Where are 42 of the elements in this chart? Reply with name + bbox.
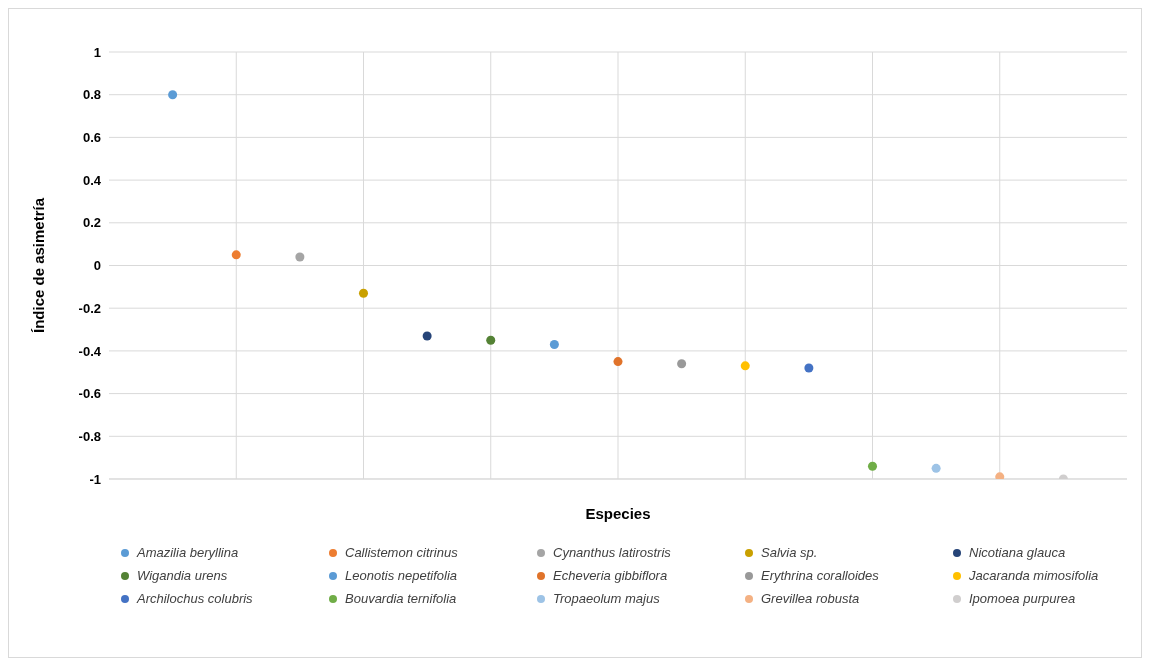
y-tick-label: 1 [93, 44, 101, 60]
point [804, 363, 814, 373]
y-tick-label: 0 [93, 258, 101, 274]
y-tick-label: -0.2 [78, 300, 101, 316]
point [231, 250, 241, 260]
legend-label: Wigandia urens [137, 568, 228, 583]
y-tick-label: -0.8 [78, 428, 101, 444]
y-tick-label: 0.8 [82, 87, 101, 103]
point [740, 361, 750, 371]
point [295, 252, 305, 262]
legend-label: Grevillea robusta [761, 591, 860, 606]
legend-label: Cynanthus latirostris [553, 545, 671, 560]
y-tick-label: 0.6 [82, 130, 101, 146]
y-tick-label: -0.6 [78, 386, 101, 402]
y-tick-label: -0.4 [78, 343, 102, 359]
point [867, 461, 878, 471]
point [486, 335, 496, 345]
point [677, 359, 687, 369]
legend-label: Ipomoea purpurea [969, 591, 1076, 606]
legend-label: Echeveria gibbiflora [553, 568, 668, 583]
point [995, 472, 1005, 479]
legend-label: Jacaranda mimosifolia [969, 568, 1099, 583]
legend-label: Amazilia beryllina [137, 545, 239, 560]
legend-label: Nicotiana glauca [969, 545, 1066, 560]
y-tick-label: 0.4 [82, 172, 102, 188]
point [422, 331, 432, 341]
y-tick-label: -1 [89, 471, 101, 487]
x-axis-title: Especies [585, 505, 651, 522]
point [613, 357, 623, 367]
legend-label: Leonotis nepetifolia [345, 568, 458, 583]
point [168, 90, 178, 100]
point [358, 288, 369, 298]
point [549, 339, 559, 349]
y-axis-title: Índice de asimetría [30, 197, 48, 334]
legend-label: Archilochus colubris [137, 591, 253, 606]
legend-label: Salvia sp. [761, 545, 818, 560]
legend-label: Callistemon citrinus [345, 545, 458, 560]
legend-label: Erythrina coralloides [761, 568, 879, 583]
legend-label: Bouvardia ternifolia [345, 591, 457, 606]
point [931, 463, 941, 473]
y-tick-label: 0.2 [82, 215, 101, 231]
legend-label: Tropaeolum majus [553, 591, 660, 606]
